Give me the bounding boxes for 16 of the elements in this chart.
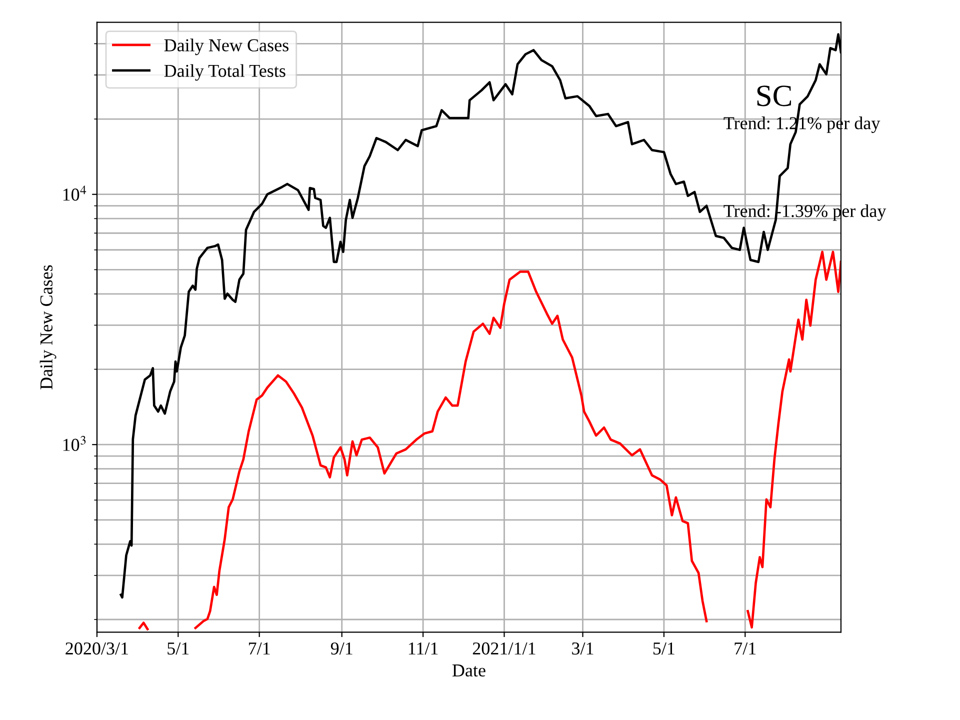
x-tick-label: 2021/1/1 [472, 642, 536, 655]
x-tick-label: 2020/3/1 [66, 642, 128, 655]
x-tick-label: 5/1 [653, 642, 674, 655]
x-tick-label: 5/1 [168, 642, 189, 655]
legend-label: Daily Total Tests [164, 64, 286, 81]
y-tick-label: 10$^{4}$ [63, 186, 86, 201]
x-tick-label: 9/1 [330, 642, 352, 655]
x-tick-label: 11/1 [408, 642, 438, 655]
y-axis-title: Daily New Cases [40, 265, 56, 390]
x-tick-label: 7/1 [734, 642, 756, 655]
legend-label: Daily New Cases [164, 38, 288, 56]
x-tick-label: 7/1 [248, 642, 270, 655]
x-axis-title: Date [452, 664, 486, 677]
annotation: SC [757, 86, 792, 106]
y-tick-label: 10$^{3}$ [63, 436, 86, 451]
x-tick-label: 3/1 [572, 642, 594, 655]
